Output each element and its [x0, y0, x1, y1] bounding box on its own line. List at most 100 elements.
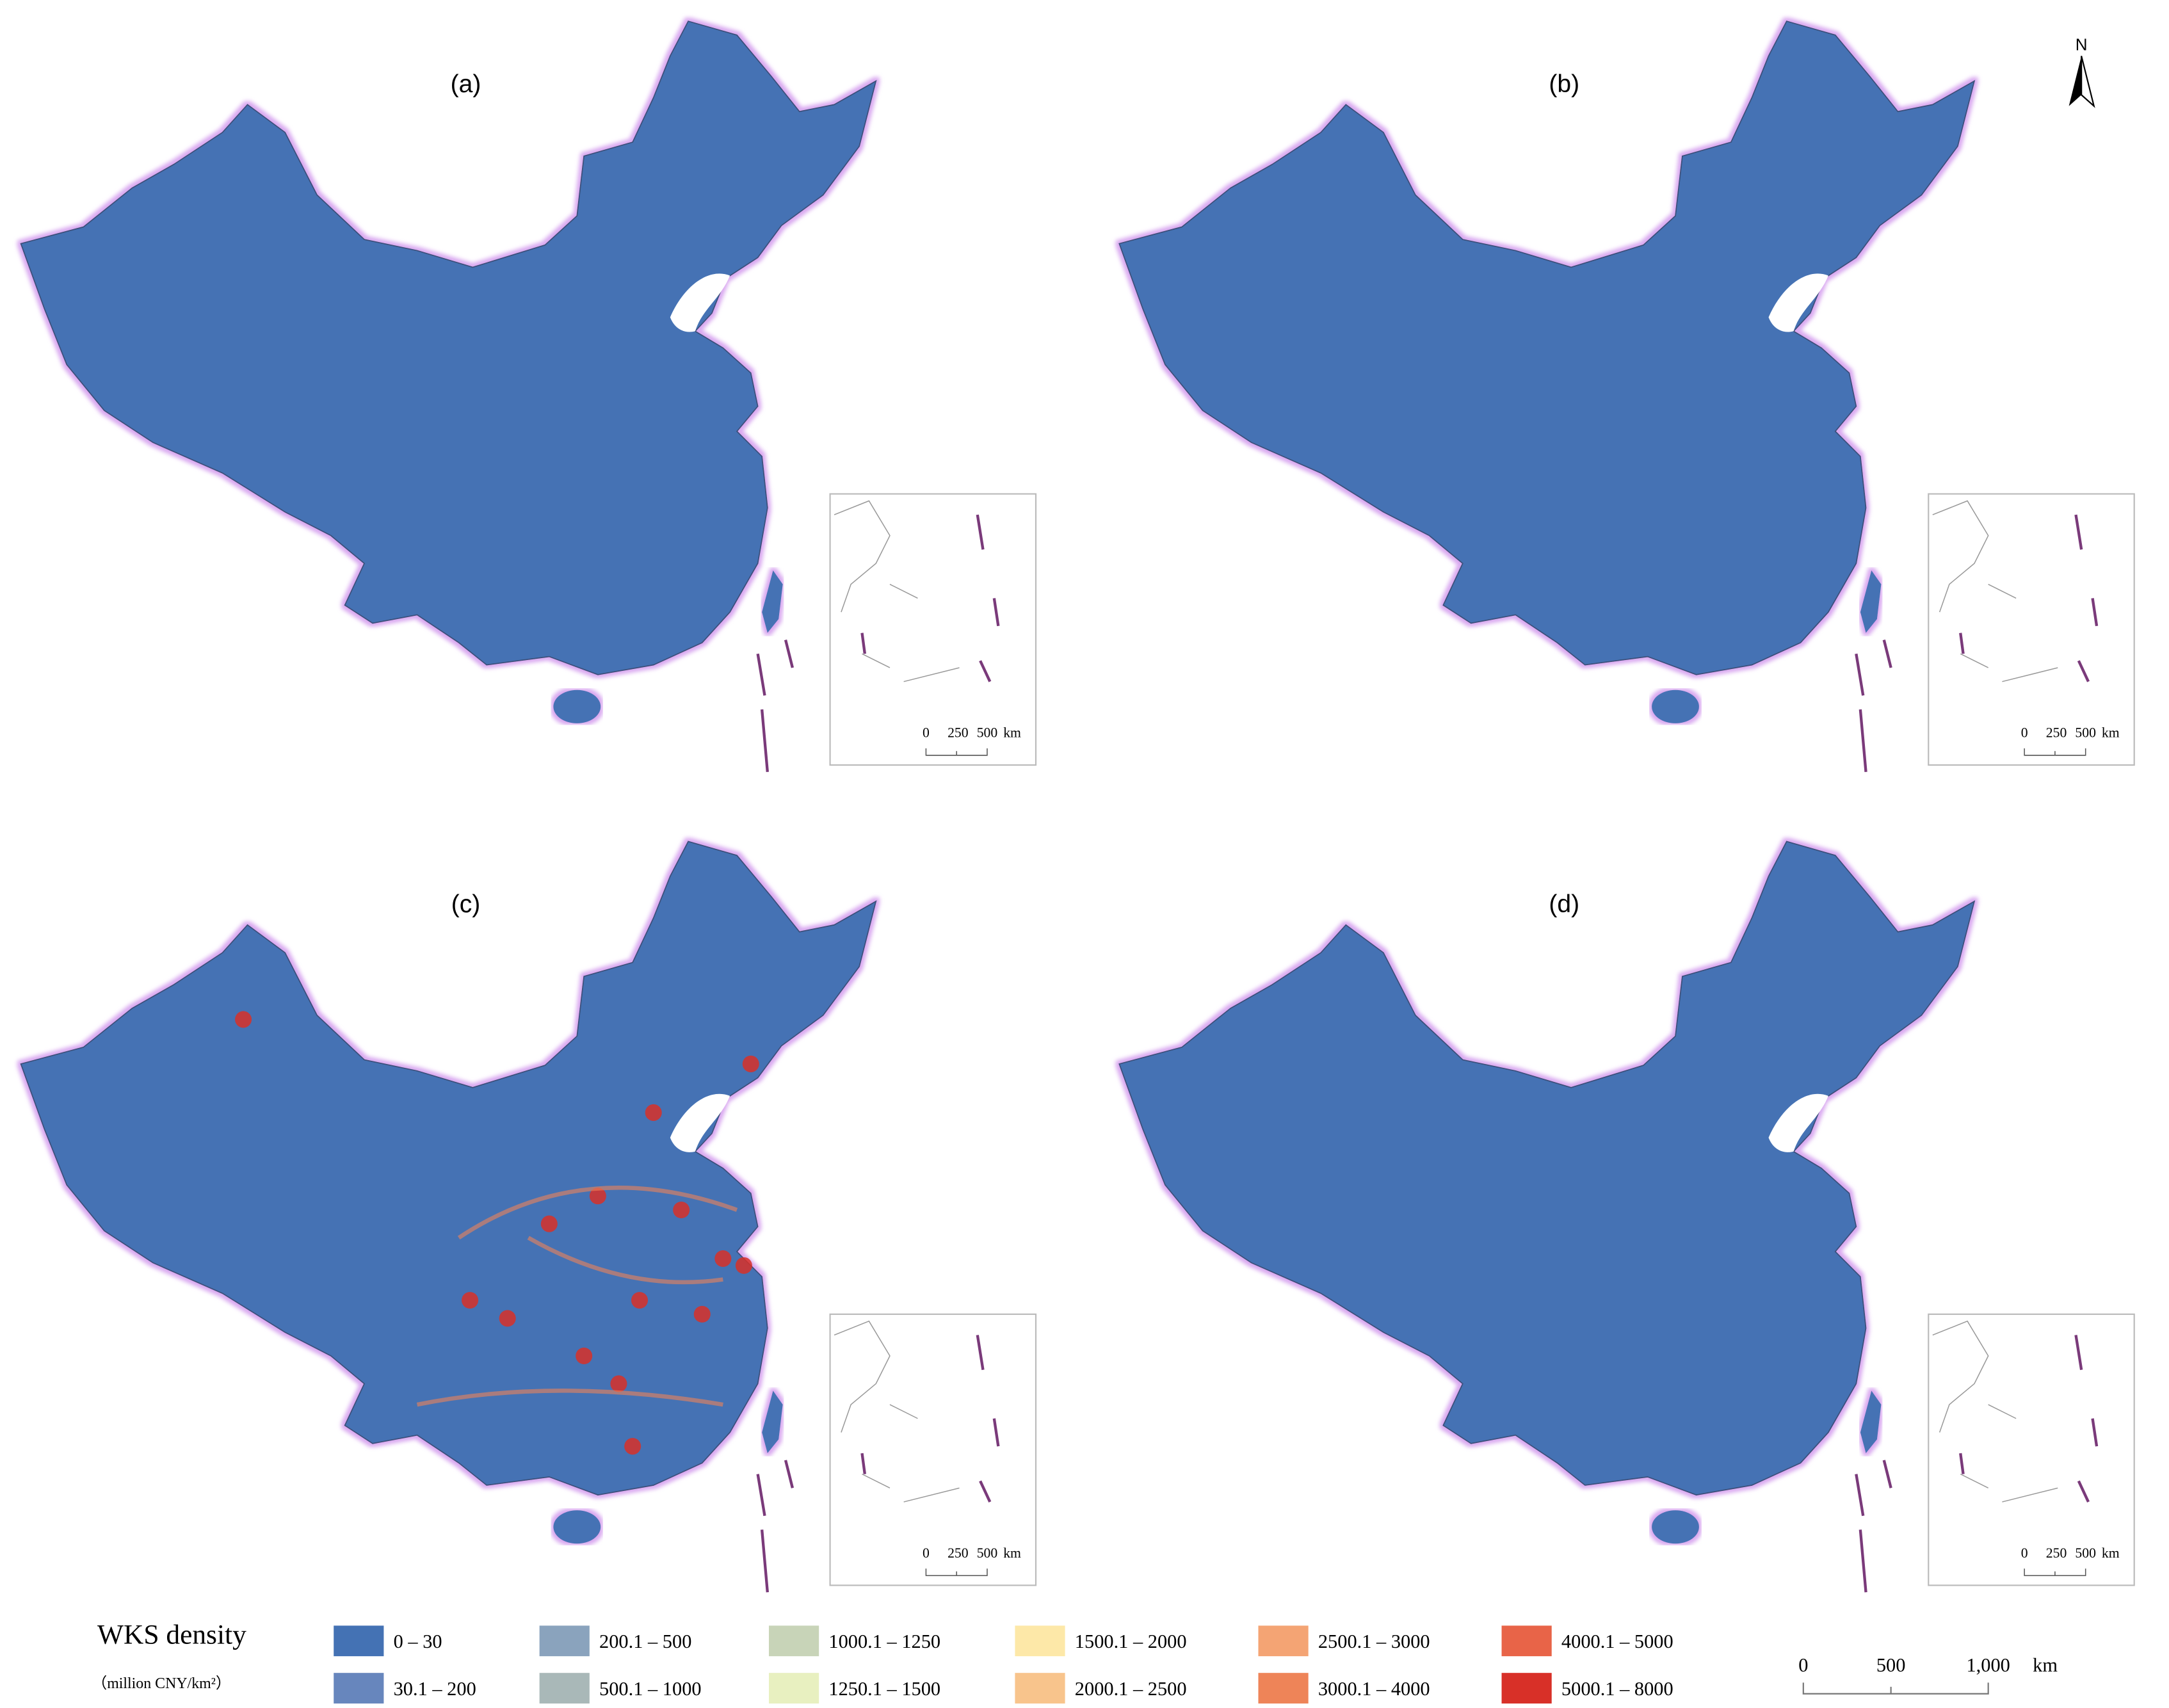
legend-label: 500.1 – 1000	[599, 1678, 702, 1700]
inset-frame	[829, 493, 1037, 766]
legend-label: 0 – 30	[394, 1631, 442, 1652]
inset-scale-label: 500	[2075, 725, 2096, 741]
inset-scale-bar	[925, 1568, 988, 1576]
inset-scale-label: 250	[2046, 1545, 2067, 1561]
inset: 0 250 500 km	[1928, 493, 2135, 766]
scale-label: 500	[1876, 1654, 1906, 1676]
legend-swatch	[1258, 1673, 1309, 1704]
inset-frame	[1928, 493, 2135, 766]
inset-dash	[1959, 1453, 1965, 1474]
inset-scale-label: km	[2102, 1545, 2120, 1561]
legend-label: 1250.1 – 1500	[828, 1678, 940, 1700]
inset: 0 250 500 km	[829, 493, 1037, 766]
bohai-sea	[670, 273, 730, 332]
legend-swatch	[539, 1625, 590, 1657]
hotspot	[499, 1310, 516, 1327]
nine-dash	[784, 1460, 794, 1488]
panel-label: (c)	[451, 890, 481, 918]
inset-scale-bar	[2024, 748, 2086, 756]
inset-scale-label: km	[2102, 725, 2120, 741]
taiwan	[1860, 1390, 1882, 1454]
country-outline	[1118, 20, 1976, 675]
legend-unit: （million CNY/km²）	[92, 1675, 230, 1692]
inset-dash	[2077, 660, 2090, 682]
legend-swatch	[1015, 1625, 1065, 1657]
inset-dash	[2091, 598, 2099, 627]
legend-label: 3000.1 – 4000	[1318, 1678, 1430, 1700]
hotspot	[589, 1188, 606, 1205]
inset-scale-label: 0	[2021, 1545, 2028, 1561]
inset-scale-label: 0	[2021, 725, 2028, 741]
nine-dash	[1859, 709, 1867, 773]
scale-bar: 0 500 1,000 km	[1798, 1654, 2058, 1695]
inset-scale-label: 250	[2046, 725, 2067, 741]
inset-coast	[834, 1320, 960, 1503]
legend: WKS density （million CNY/km²） 0 – 30 30.1 –…	[92, 1620, 1673, 1704]
hotspot	[673, 1201, 690, 1219]
legend-label: 1000.1 – 1250	[828, 1631, 940, 1652]
legend-label: 4000.1 – 5000	[1561, 1631, 1673, 1652]
legend-swatch	[539, 1673, 590, 1704]
inset-frame	[1928, 1313, 2135, 1586]
inset-dash	[1959, 632, 1965, 654]
legend-swatch	[769, 1625, 819, 1657]
hotspot	[735, 1257, 752, 1274]
hotspot	[235, 1011, 252, 1028]
inset-scale-label: 500	[977, 725, 998, 741]
legend-swatch	[1501, 1673, 1552, 1704]
urban-corridor	[416, 1185, 738, 1407]
legend-label: 2500.1 – 3000	[1318, 1631, 1430, 1652]
legend-swatch	[1501, 1625, 1552, 1657]
inset-dash	[2091, 1418, 2099, 1447]
inset-dash	[860, 632, 867, 654]
inset-dash	[2074, 514, 2083, 550]
taiwan	[762, 570, 783, 633]
hainan	[1652, 689, 1699, 723]
inset-dash	[976, 514, 985, 550]
bohai-sea	[1768, 273, 1828, 332]
legend-label: 5000.1 – 8000	[1561, 1678, 1673, 1700]
hotspot	[714, 1250, 732, 1268]
inset-scale-label: 250	[947, 725, 969, 741]
hotspot	[540, 1215, 558, 1232]
panel-label: (b)	[1549, 70, 1579, 98]
inset-dash	[979, 660, 992, 682]
map-panel: (a) 0 250 500 km	[20, 20, 1037, 773]
inset-dash	[992, 1418, 1000, 1447]
scale-line	[1802, 1682, 1989, 1695]
legend-swatch	[334, 1625, 384, 1657]
inset-coast	[1932, 1320, 2058, 1503]
nine-dash	[1882, 640, 1892, 668]
inset-scale-bar	[2024, 1568, 2086, 1576]
panel-label: (d)	[1549, 890, 1579, 918]
legend-label: 2000.1 – 2500	[1075, 1678, 1187, 1700]
inset: 0 250 500 km	[1928, 1313, 2135, 1586]
inset-dash	[2074, 1335, 2083, 1371]
nine-dash	[1855, 1474, 1865, 1517]
hotspot	[624, 1438, 641, 1455]
country-outline	[1118, 841, 1976, 1496]
nine-dash	[1855, 653, 1865, 696]
hainan	[553, 1510, 601, 1544]
hainan	[1652, 1510, 1699, 1544]
inset-dash	[976, 1335, 985, 1371]
inset: 0 250 500 km	[829, 1313, 1037, 1586]
legend-label: 1500.1 – 2000	[1075, 1631, 1187, 1652]
nine-dash	[1859, 1529, 1867, 1593]
taiwan	[762, 1390, 783, 1454]
panel-label: (a)	[451, 70, 481, 98]
inset-scale-bar	[925, 748, 988, 756]
map-panel: (d) 0 250 500 km	[1118, 841, 2135, 1593]
inset-dash	[979, 1480, 992, 1503]
map-panel: (b) 0 250 500 km	[1118, 20, 2135, 773]
bohai-sea	[670, 1093, 730, 1152]
hotspot	[610, 1375, 627, 1392]
inset-dash	[992, 598, 1000, 627]
legend-label: 200.1 – 500	[599, 1631, 691, 1652]
inset-scale-label: 250	[947, 1545, 969, 1561]
inset-dash	[860, 1453, 867, 1474]
nine-dash	[756, 1474, 766, 1517]
nine-dash	[760, 709, 769, 773]
legend-title: WKS density	[97, 1620, 246, 1650]
